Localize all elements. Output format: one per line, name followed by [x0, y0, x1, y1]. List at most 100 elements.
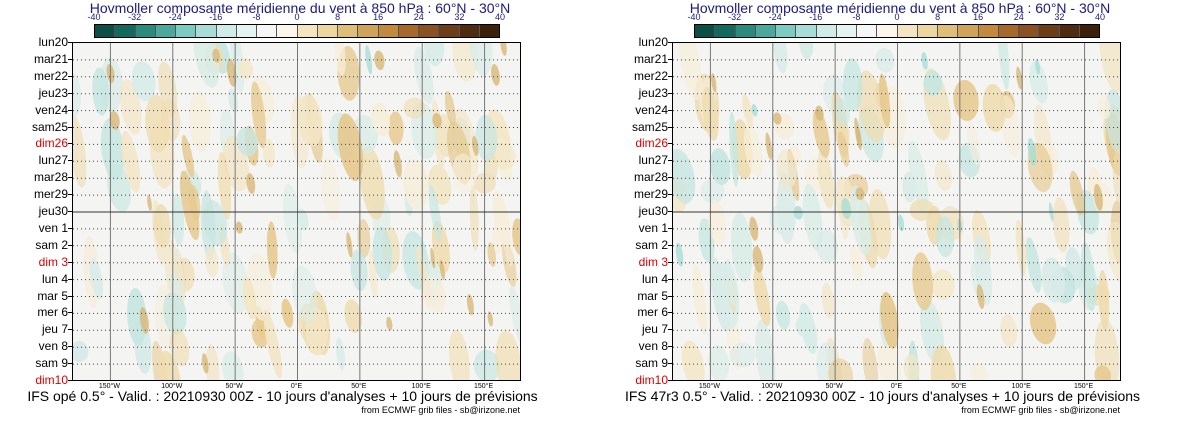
wind-anomaly-blob [475, 114, 498, 162]
colorbar-segment [1079, 25, 1099, 37]
y-axis-label: jeu30 [638, 204, 668, 218]
y-axis-tick [668, 93, 672, 94]
wind-anomaly-blob [772, 43, 788, 74]
wind-anomaly-blob [388, 111, 404, 146]
colorbar-segment [776, 25, 797, 37]
x-axis-label: 50°W [825, 383, 843, 390]
wind-anomaly-blob [492, 141, 516, 171]
wind-anomaly-blob [708, 345, 730, 380]
wind-anomaly-blob [492, 223, 503, 254]
wind-anomaly-blob [969, 363, 988, 380]
wind-anomaly-blob [512, 218, 520, 255]
hovmoller-plot-area [672, 42, 1121, 381]
wind-anomaly-blob [849, 245, 863, 282]
y-axis-tick [668, 160, 672, 161]
model-footer: IFS 47r3 0.5° - Valid. : 20210930 00Z - … [624, 388, 1141, 404]
wind-anomaly-blob [242, 276, 257, 320]
y-axis-tick [68, 245, 72, 246]
colorbar-segment [317, 25, 338, 37]
wind-anomaly-blob [290, 94, 310, 169]
wind-anomaly-blob [1029, 61, 1048, 104]
wind-anomaly-blob [251, 81, 267, 149]
wind-anomaly-blob [1099, 43, 1120, 93]
y-axis-label: mar28 [33, 170, 68, 185]
wind-anomaly-core [109, 111, 120, 130]
x-axis-label: 50°E [951, 383, 967, 390]
wind-anomaly-core [1027, 138, 1037, 166]
wind-anomaly-core [386, 316, 393, 331]
wind-anomaly-blob [266, 221, 278, 279]
x-axis-label: 100°E [411, 383, 431, 390]
y-axis-label: ven 1 [38, 220, 68, 235]
wind-anomaly-blob [730, 212, 753, 283]
x-axis-label: 50°W [225, 383, 243, 390]
wind-anomaly-blob [776, 149, 797, 190]
wind-anomaly-blob [89, 258, 104, 300]
y-axis-label: mer29 [33, 187, 68, 202]
y-axis-label: sam 9 [635, 356, 668, 371]
colorbar-tick-label: -24 [768, 12, 782, 22]
wind-anomaly-blob [856, 70, 886, 143]
y-axis-tick [668, 143, 672, 144]
colorbar-segment [459, 25, 480, 37]
wind-anomaly-blob [172, 193, 185, 246]
wind-anomaly-core [793, 206, 804, 220]
colorbar-segment [816, 25, 837, 37]
y-axis-tick [68, 228, 72, 229]
y-axis-tick [68, 346, 72, 347]
wind-anomaly-blob [1015, 219, 1027, 277]
wind-anomaly-blob [1112, 149, 1120, 208]
y-axis-label: mer29 [633, 187, 668, 202]
wind-anomaly-blob [281, 298, 294, 328]
y-axis-label: dim 3 [638, 254, 668, 269]
wind-anomaly-blob [495, 330, 520, 380]
model-footer: IFS opé 0.5° - Valid. : 20210930 00Z - 1… [27, 388, 538, 404]
wind-anomaly-core [1093, 183, 1103, 211]
wind-anomaly-blob [837, 131, 850, 167]
wind-anomaly-blob [700, 178, 725, 204]
colorbar-tick-label: 24 [413, 12, 424, 22]
wind-anomaly-blob [903, 354, 920, 380]
wind-anomaly-blob [817, 149, 834, 209]
wind-anomaly-blob [335, 337, 346, 371]
wind-anomaly-blob [930, 269, 955, 300]
colorbar-segment [897, 25, 918, 37]
y-axis-tick [668, 312, 672, 313]
colorbar-segment [277, 25, 298, 37]
colorbar-segment [439, 25, 460, 37]
wind-anomaly-blob [163, 292, 187, 335]
wind-anomaly-blob [1052, 197, 1070, 253]
colorbar-segment [1039, 25, 1060, 37]
colorbar-tick-label: -16 [209, 12, 223, 22]
y-axis-label: jeu23 [38, 85, 68, 100]
wind-anomaly-core [471, 135, 479, 156]
y-axis-label: jeu30 [38, 204, 68, 218]
wind-anomaly-blob [487, 242, 496, 267]
colorbar-segment [479, 25, 499, 37]
y-axis-label: lun20 [638, 35, 668, 49]
wind-anomaly-blob [222, 252, 250, 314]
y-axis-label: dim26 [635, 136, 668, 151]
wind-anomaly-core [365, 45, 373, 75]
y-axis-label: mar 5 [637, 288, 668, 303]
wind-anomaly-blob [842, 58, 863, 112]
wind-anomaly-blob [930, 344, 957, 380]
wind-anomaly-blob [238, 58, 254, 80]
y-axis-label: sam25 [631, 119, 668, 134]
colorbar-segment [95, 25, 116, 37]
colorbar-segment [419, 25, 440, 37]
colorbar-tick-label: 40 [1094, 12, 1106, 22]
wind-anomaly-core [235, 221, 243, 234]
wind-anomaly-blob [878, 337, 902, 380]
colorbar-tick-label: 8 [335, 12, 341, 22]
wind-anomaly-blob [92, 67, 109, 116]
colorbar-segment [938, 25, 959, 37]
wind-anomaly-blob [1104, 89, 1120, 155]
y-axis-label: mer 6 [637, 305, 668, 320]
wind-anomaly-blob [262, 138, 275, 168]
wind-anomaly-blob [775, 300, 791, 330]
y-axis-tick [68, 127, 72, 128]
wind-anomaly-core [226, 58, 237, 87]
colorbar-tick-label: -32 [728, 12, 742, 22]
wind-anomaly-core [765, 132, 773, 160]
